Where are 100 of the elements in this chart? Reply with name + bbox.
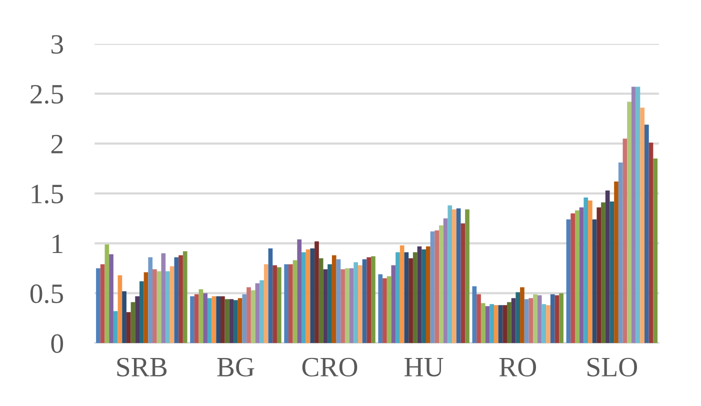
bar <box>135 296 140 344</box>
bar <box>156 271 162 344</box>
bar <box>336 259 341 344</box>
bar <box>264 264 268 344</box>
bar <box>618 162 623 344</box>
bar <box>570 213 575 344</box>
bar <box>480 303 486 344</box>
bar <box>443 218 448 344</box>
bar <box>574 210 580 344</box>
bar <box>516 292 520 344</box>
bar <box>190 296 194 344</box>
bar <box>439 225 444 344</box>
bar <box>627 102 632 344</box>
bar <box>636 86 640 344</box>
bar <box>426 246 430 344</box>
bar <box>216 296 221 344</box>
bar <box>502 305 508 344</box>
y-tick-label: 2 <box>51 134 63 154</box>
y-tick-label: 1.5 <box>32 184 63 204</box>
x-tick-label: BG <box>217 358 254 377</box>
bar <box>520 287 524 344</box>
bar <box>323 269 328 344</box>
bar <box>498 305 503 344</box>
y-tick-label: 1 <box>52 234 62 253</box>
bar <box>386 276 392 344</box>
bar <box>203 293 208 344</box>
bar <box>349 268 354 344</box>
bar <box>588 200 592 344</box>
bar <box>292 260 298 344</box>
bar <box>614 181 618 344</box>
bar <box>596 207 602 344</box>
bar <box>452 209 456 344</box>
bar <box>601 202 606 344</box>
x-tick-label: SRB <box>117 358 167 377</box>
bar <box>391 265 396 344</box>
bar <box>550 294 555 344</box>
bar <box>417 246 422 344</box>
bar <box>354 262 358 344</box>
bar <box>511 298 516 344</box>
bar <box>537 295 542 344</box>
bar <box>276 267 282 344</box>
bar <box>224 299 230 344</box>
y-tick-label: 3 <box>52 35 63 54</box>
bar <box>170 266 174 344</box>
bar <box>314 241 319 344</box>
bar <box>246 287 251 344</box>
bar <box>412 252 418 344</box>
bar <box>653 158 658 344</box>
bar <box>605 190 610 344</box>
bar <box>250 290 256 344</box>
bar <box>198 289 204 344</box>
bar <box>592 219 597 344</box>
bar <box>328 264 332 344</box>
bar <box>161 253 166 344</box>
bar <box>207 298 212 344</box>
bar <box>542 304 546 344</box>
bar <box>422 249 426 344</box>
bar <box>382 278 387 344</box>
bar <box>144 272 148 344</box>
bar <box>212 296 216 344</box>
bar <box>109 254 114 344</box>
bar <box>130 302 136 344</box>
bar <box>648 142 654 344</box>
bar <box>490 304 494 344</box>
bar <box>566 219 571 344</box>
x-tick-label: RO <box>499 358 536 377</box>
bar <box>310 248 315 344</box>
bar <box>302 252 306 344</box>
bar <box>152 269 157 344</box>
bar <box>430 231 435 344</box>
bar <box>96 268 100 344</box>
bar <box>366 257 372 344</box>
bar <box>234 300 238 344</box>
bar <box>448 205 452 344</box>
bar <box>113 311 118 344</box>
bar <box>100 264 105 344</box>
bar <box>472 286 477 344</box>
bar <box>404 252 409 344</box>
bar <box>400 245 404 344</box>
y-tick-label: 0.5 <box>30 284 63 304</box>
bar <box>579 207 584 344</box>
bar <box>358 265 362 344</box>
y-tick-label: 2.5 <box>30 84 63 104</box>
bar <box>148 257 153 344</box>
bar <box>631 86 636 344</box>
bar <box>344 268 350 344</box>
bar <box>182 251 188 344</box>
bar <box>229 299 234 344</box>
bar <box>297 239 302 344</box>
bar <box>610 201 614 344</box>
bar <box>255 283 260 344</box>
bar <box>371 256 376 344</box>
x-tick-label: SLO <box>588 358 638 377</box>
bar <box>460 223 466 344</box>
bar <box>340 269 345 344</box>
bar <box>640 108 644 344</box>
bar <box>260 280 264 344</box>
bar <box>118 275 122 344</box>
bar <box>378 274 383 344</box>
bar <box>139 281 144 344</box>
